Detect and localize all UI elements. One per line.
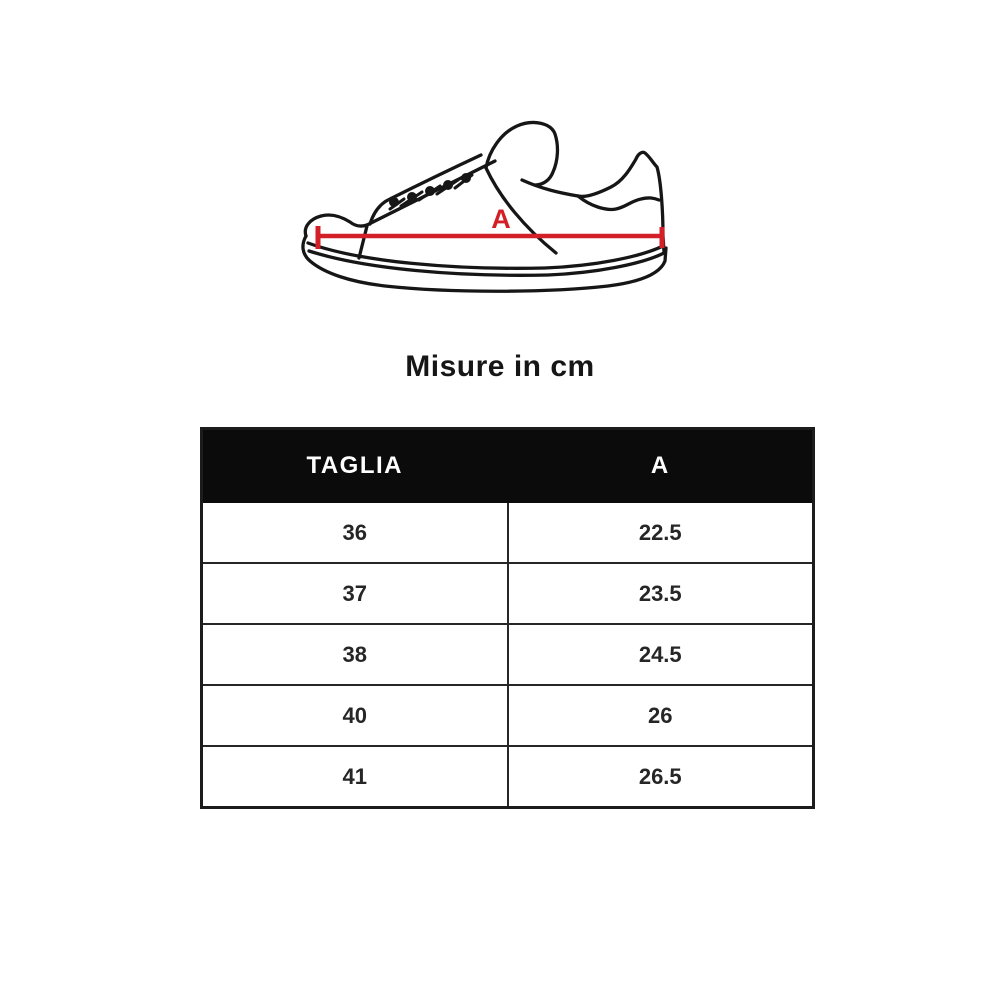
cell-measure: 23.5 [506,562,815,625]
table-row: 36 22.5 [200,501,815,564]
measure-label: A [491,204,511,234]
lace-eyelet-dots [389,173,471,207]
sole-outline [301,234,668,293]
cell-size: 36 [200,501,509,564]
midsole-line-lower [307,249,666,277]
heel-patch-bottom [576,194,661,212]
page-title: Misure in cm [405,350,595,383]
table-header-row: TAGLIA A [200,427,815,503]
table-row: 40 26 [200,684,815,747]
size-table: TAGLIA A 36 22.5 37 23.5 38 24.5 40 26 4 [200,427,815,809]
toe-seam [357,224,369,260]
cell-measure: 26.5 [506,745,815,809]
shoe-diagram: A [301,120,668,293]
cell-measure: 26 [506,684,815,747]
table-row: 38 24.5 [200,623,815,686]
measure-arrow [315,226,665,249]
eyestay-line [368,153,483,226]
collar-line [520,178,580,198]
vamp-topline [303,159,497,238]
header-a: A [506,427,815,503]
table-row: 37 23.5 [200,562,815,625]
cell-measure: 24.5 [506,623,815,686]
cell-size: 40 [200,684,509,747]
cell-measure: 22.5 [506,501,815,564]
cell-size: 41 [200,745,509,809]
table-row: 41 26.5 [200,745,815,809]
header-taglia: TAGLIA [200,427,509,503]
tongue-outline [484,120,560,187]
shoe-outline [301,120,668,293]
cell-size: 38 [200,623,509,686]
quarter-seam [484,166,558,255]
heel-patch-outline [576,150,666,254]
cell-size: 37 [200,562,509,625]
